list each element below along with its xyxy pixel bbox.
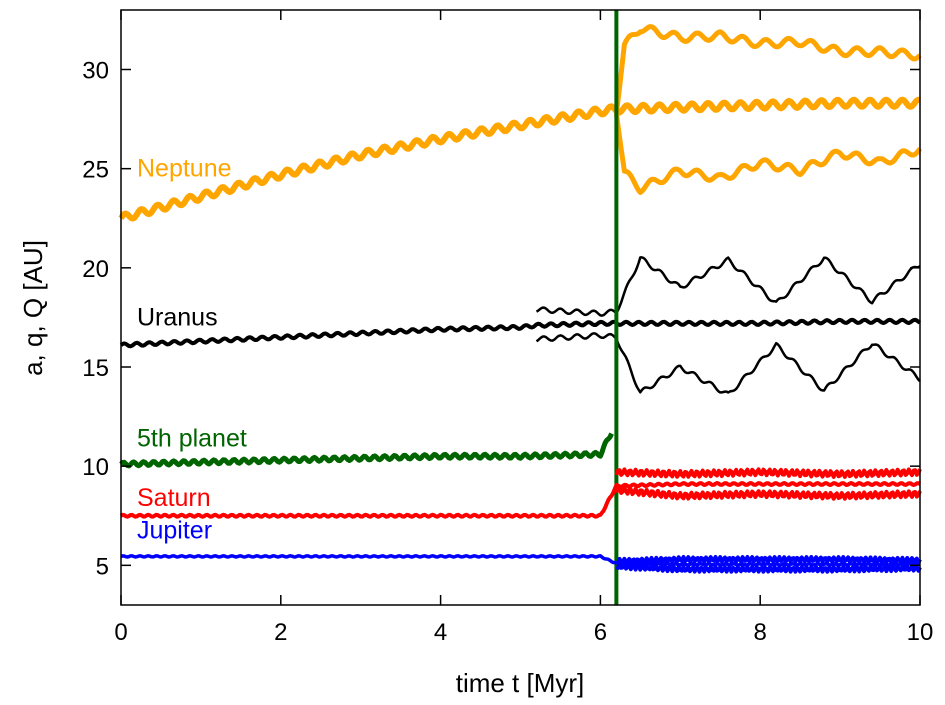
x-axis-label: time t [Myr] — [456, 668, 585, 698]
y-tick-label: 25 — [82, 157, 109, 184]
series-label-jupiter: Jupiter — [137, 517, 212, 545]
x-tick-label: 4 — [434, 619, 447, 646]
tick-labels: 0 2 4 6 8 10 5 10 15 20 25 30 — [82, 58, 933, 647]
series-line-5th-planet-a — [119, 432, 614, 469]
x-tick-label: 8 — [754, 619, 767, 646]
y-tick-label: 20 — [82, 256, 109, 283]
x-tick-label: 0 — [114, 619, 127, 646]
series-line-neptune-a — [118, 96, 922, 222]
y-tick-label: 10 — [82, 454, 109, 481]
series-line-saturn-Q-upper — [614, 467, 922, 479]
series-line-saturn-a — [119, 481, 921, 519]
series-line-jupiter-a — [120, 554, 921, 567]
y-axis-label: a, q, Q [AU] — [18, 240, 48, 376]
plot-frame — [120, 9, 921, 606]
series-labels: Neptune Uranus 5th planet Saturn Jupiter — [137, 155, 247, 545]
series-line-jupiter-Q-upper — [615, 555, 922, 566]
series-line-saturn-q — [614, 485, 922, 501]
series-line-uranus-q — [535, 332, 921, 394]
series-label-uranus: Uranus — [137, 303, 218, 331]
y-tick-label: 5 — [96, 553, 109, 580]
x-tick-label: 10 — [907, 619, 934, 646]
y-tick-label: 15 — [82, 355, 109, 382]
series-line-neptune-q — [613, 112, 923, 195]
series-line-neptune-Q-upper — [613, 24, 922, 114]
plot-lines — [118, 10, 923, 605]
axis-ticks — [120, 10, 921, 605]
series-line-uranus-Q-upper — [535, 256, 921, 317]
series-label-5th-planet: 5th planet — [137, 424, 247, 452]
series-line-jupiter-q — [615, 562, 922, 574]
series-line-uranus-a — [119, 317, 922, 349]
y-tick-label: 30 — [82, 58, 109, 85]
x-tick-label: 2 — [274, 619, 287, 646]
series-label-neptune: Neptune — [137, 155, 232, 183]
x-tick-label: 6 — [594, 619, 607, 646]
series-label-saturn: Saturn — [137, 484, 211, 512]
